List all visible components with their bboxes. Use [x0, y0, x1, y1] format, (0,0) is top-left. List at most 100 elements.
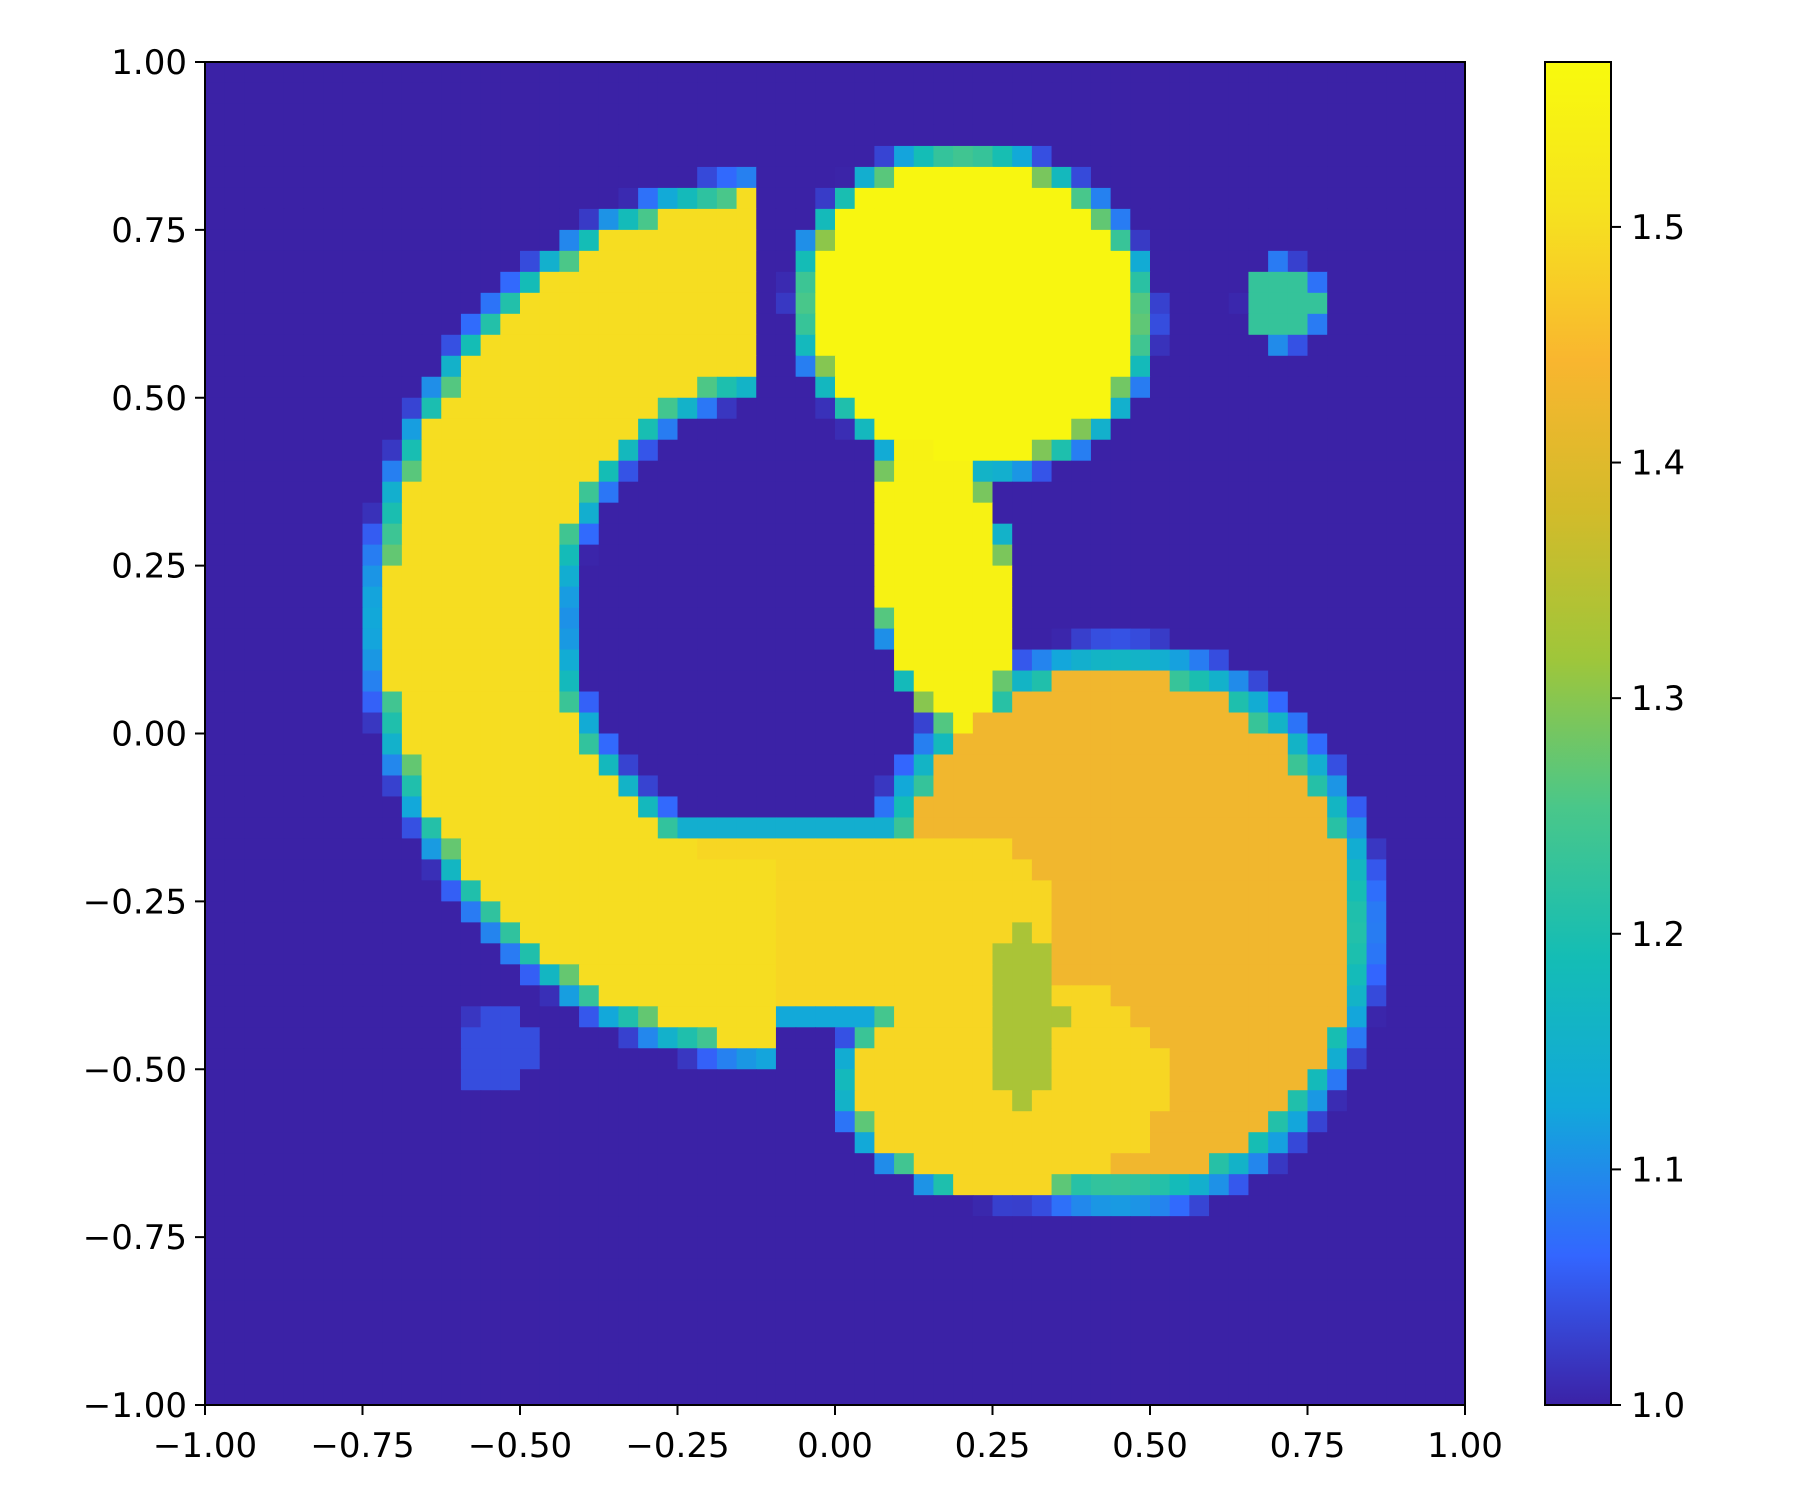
heatmap-cell	[1386, 502, 1407, 525]
heatmap-cell	[1386, 733, 1407, 756]
heatmap-cell	[835, 271, 856, 294]
heatmap-cell	[1386, 1153, 1407, 1175]
heatmap-cell	[657, 418, 679, 441]
heatmap-cell	[1051, 922, 1072, 944]
heatmap-cell	[1248, 334, 1269, 357]
heatmap-cell	[618, 418, 639, 441]
heatmap-cell	[1150, 922, 1171, 944]
heatmap-cell	[1228, 628, 1250, 651]
heatmap-cell	[401, 1342, 423, 1364]
heatmap-cell	[1012, 355, 1033, 378]
heatmap-cell	[224, 544, 245, 567]
heatmap-cell	[460, 1216, 482, 1238]
heatmap-cell	[1169, 313, 1190, 336]
heatmap-cell	[756, 985, 777, 1007]
heatmap-cell	[1071, 1048, 1092, 1070]
heatmap-cell	[1327, 313, 1348, 336]
heatmap-cell	[441, 523, 462, 546]
heatmap-cell	[283, 145, 305, 168]
heatmap-cell	[933, 964, 954, 986]
heatmap-cell	[1228, 586, 1250, 609]
heatmap-cell	[618, 1195, 639, 1217]
heatmap-cell	[480, 775, 501, 798]
heatmap-cell	[992, 691, 1013, 714]
heatmap-cell	[913, 1216, 935, 1238]
heatmap-cell	[1169, 1153, 1190, 1175]
heatmap-cell	[1327, 1258, 1348, 1280]
heatmap-cell	[1090, 397, 1112, 420]
heatmap-cell	[224, 1342, 245, 1364]
heatmap-cell	[815, 922, 836, 944]
heatmap-cell	[756, 1279, 777, 1301]
heatmap-cell	[1287, 985, 1309, 1007]
heatmap-cell	[205, 418, 226, 441]
heatmap-cell	[1327, 1069, 1348, 1091]
heatmap-cell	[953, 754, 974, 777]
heatmap-cell	[1346, 1111, 1368, 1133]
heatmap-cell	[992, 103, 1013, 126]
heatmap-cell	[1209, 292, 1230, 315]
heatmap-cell	[1248, 964, 1269, 986]
heatmap-cell	[441, 796, 462, 819]
heatmap-cell	[1012, 1174, 1033, 1196]
heatmap-cell	[1268, 292, 1289, 315]
heatmap-cell	[1110, 208, 1131, 231]
heatmap-cell	[815, 565, 836, 588]
heatmap-cell	[323, 418, 344, 441]
heatmap-cell	[1386, 586, 1407, 609]
heatmap-cell	[480, 439, 501, 462]
heatmap-cell	[618, 1279, 639, 1301]
heatmap-cell	[775, 1258, 797, 1280]
heatmap-cell	[1031, 628, 1053, 651]
heatmap-cell	[657, 187, 679, 210]
heatmap-cell	[1130, 775, 1151, 798]
heatmap-cell	[854, 187, 875, 210]
heatmap-cell	[1405, 103, 1427, 126]
heatmap-cell	[677, 145, 698, 168]
heatmap-cell	[1150, 166, 1171, 189]
heatmap-cell	[342, 208, 364, 231]
heatmap-cell	[992, 1321, 1013, 1343]
heatmap-cell	[1405, 1258, 1427, 1280]
heatmap-cell	[953, 62, 974, 84]
heatmap-cell	[894, 544, 915, 567]
heatmap-cell	[244, 565, 265, 588]
heatmap-cell	[972, 985, 994, 1007]
heatmap-cell	[894, 481, 915, 504]
heatmap-cell	[342, 1300, 364, 1322]
heatmap-cell	[1071, 229, 1092, 252]
heatmap-cell	[1386, 1111, 1407, 1133]
heatmap-cell	[205, 1237, 226, 1259]
heatmap-cell	[539, 82, 560, 105]
heatmap-cell	[775, 439, 797, 462]
heatmap-cell	[972, 1027, 994, 1049]
heatmap-cell	[520, 586, 541, 609]
heatmap-cell	[1228, 334, 1250, 357]
heatmap-cell	[657, 502, 679, 525]
heatmap-cell	[598, 754, 620, 777]
heatmap-cell	[716, 502, 738, 525]
heatmap-cell	[205, 229, 226, 252]
heatmap-cell	[1386, 670, 1407, 693]
heatmap-cell	[1228, 145, 1250, 168]
heatmap-cell	[1110, 82, 1131, 105]
heatmap-cell	[1228, 733, 1250, 756]
heatmap-cell	[1268, 1321, 1289, 1343]
heatmap-cell	[618, 187, 639, 210]
heatmap-cell	[1031, 922, 1053, 944]
heatmap-cell	[677, 922, 698, 944]
heatmap-cell	[775, 1363, 797, 1385]
heatmap-cell	[1051, 1048, 1072, 1070]
heatmap-cell	[1189, 922, 1210, 944]
heatmap-cell	[677, 754, 698, 777]
heatmap-cell	[854, 628, 875, 651]
heatmap-cell	[1445, 1027, 1466, 1049]
heatmap-cell	[835, 481, 856, 504]
heatmap-cell	[1405, 985, 1427, 1007]
heatmap-cell	[539, 880, 560, 902]
heatmap-cell	[1209, 880, 1230, 902]
heatmap-cell	[1189, 1216, 1210, 1238]
heatmap-cell	[1130, 502, 1151, 525]
heatmap-cell	[894, 229, 915, 252]
heatmap-cell	[1150, 880, 1171, 902]
